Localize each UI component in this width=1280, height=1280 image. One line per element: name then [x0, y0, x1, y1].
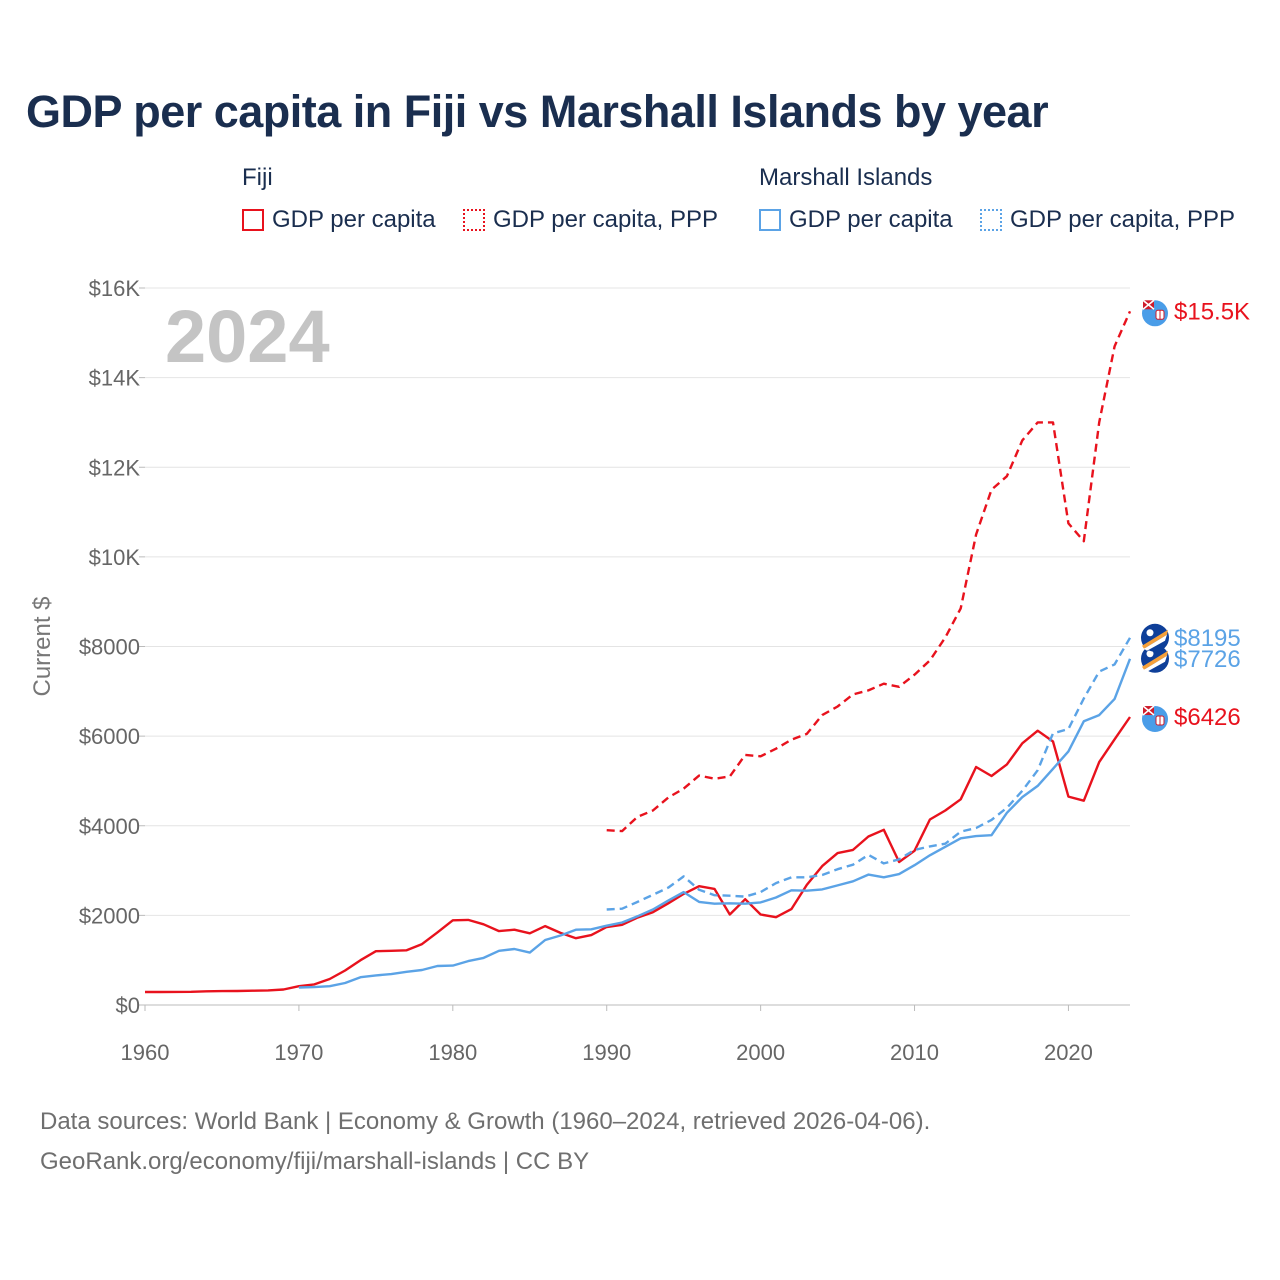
- y-tick-label: $0: [116, 993, 140, 1018]
- x-tick-label: 2010: [890, 1040, 939, 1065]
- fiji-flag-icon: [1142, 299, 1168, 327]
- flag-stripe-white: [1144, 655, 1167, 672]
- y-tick-label: $16K: [89, 276, 141, 301]
- y-tick-label: $2000: [79, 903, 140, 928]
- legend-label: GDP per capita: [272, 206, 436, 233]
- flag-star: [1146, 650, 1154, 658]
- legend-item-marshall-gdp-ppp[interactable]: GDP per capita, PPP: [980, 206, 1235, 234]
- legend-group-marshall-islands: Marshall Islands: [759, 164, 933, 191]
- x-tick-label: 2000: [736, 1040, 785, 1065]
- x-tick-label: 1990: [582, 1040, 631, 1065]
- y-tick-label: $8000: [79, 635, 140, 660]
- footer-source: Data sources: World Bank | Economy & Gro…: [40, 1108, 931, 1135]
- legend-swatch-solid-red: [242, 209, 264, 231]
- legend-swatch-dotted-blue: [980, 209, 1002, 231]
- marshall-islands-flag-icon: [1141, 623, 1169, 652]
- series-line: [298, 658, 1132, 989]
- flag-stripe-orange: [1142, 650, 1168, 670]
- year-label: 2024: [165, 295, 330, 378]
- flag-cross: [1142, 299, 1155, 310]
- legend-group-fiji: Fiji: [242, 164, 273, 191]
- legend-label: GDP per capita: [789, 206, 953, 233]
- footer-credit: GeoRank.org/economy/fiji/marshall-island…: [40, 1148, 590, 1175]
- flag-cross: [1142, 705, 1155, 716]
- end-value-label: $7726: [1174, 646, 1241, 673]
- y-tick-label: $6000: [79, 724, 140, 749]
- series-line: [606, 310, 1132, 833]
- end-value-label: $15.5K: [1174, 298, 1250, 325]
- x-tick-label: 1960: [121, 1040, 170, 1065]
- flag-stripe-white: [1144, 634, 1167, 651]
- x-tick-label: 2020: [1044, 1040, 1093, 1065]
- flag-stripe-orange: [1142, 629, 1168, 649]
- legend-label: GDP per capita, PPP: [493, 206, 718, 233]
- series-line: [145, 716, 1131, 994]
- legend-label: GDP per capita, PPP: [1010, 206, 1235, 233]
- y-tick-label: $10K: [89, 545, 141, 570]
- legend-swatch-solid-blue: [759, 209, 781, 231]
- x-tick-label: 1970: [274, 1040, 323, 1065]
- y-tick-label: $12K: [89, 455, 141, 480]
- flag-star: [1146, 629, 1154, 637]
- end-value-label: $6426: [1174, 704, 1241, 731]
- fiji-flag-icon: [1142, 705, 1168, 733]
- y-axis-title: Current $: [29, 596, 56, 696]
- line-chart: $0 $2000 $4000 $6000 $8000 $10K $12K $14K $16K 19…: [29, 276, 1250, 1065]
- marshall-islands-flag-icon: [1141, 644, 1169, 673]
- legend-item-marshall-gdp[interactable]: GDP per capita: [759, 206, 953, 234]
- series-line: [606, 637, 1132, 911]
- x-tick-label: 1980: [428, 1040, 477, 1065]
- legend-item-fiji-gdp-ppp[interactable]: GDP per capita, PPP: [463, 206, 718, 234]
- legend-swatch-dotted-red: [463, 209, 485, 231]
- chart-title: GDP per capita in Fiji vs Marshall Islan…: [26, 86, 1049, 137]
- legend-item-fiji-gdp[interactable]: GDP per capita: [242, 206, 436, 234]
- end-value-label: $8195: [1174, 625, 1241, 652]
- y-tick-label: $4000: [79, 814, 140, 839]
- y-tick-label: $14K: [89, 366, 141, 391]
